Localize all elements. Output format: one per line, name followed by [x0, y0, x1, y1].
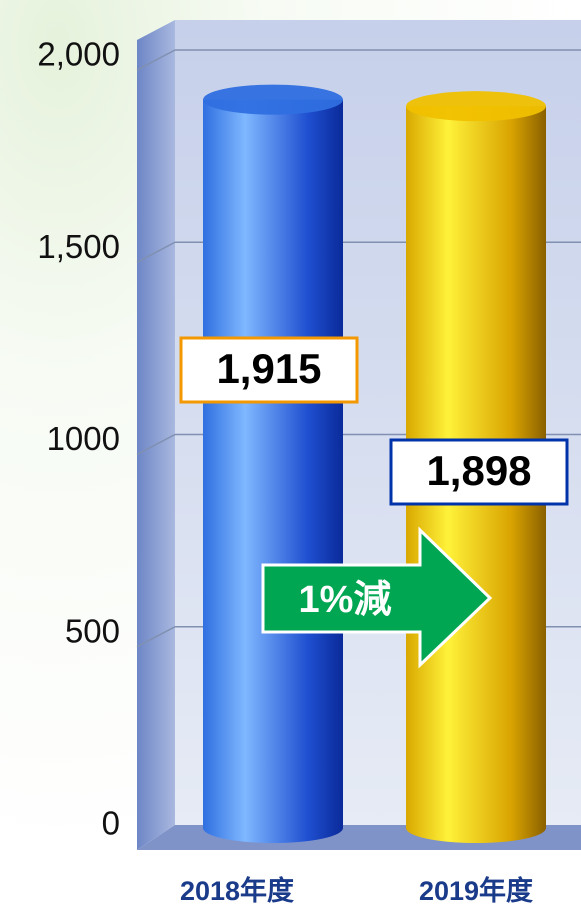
grid-line-side [136, 626, 176, 648]
y-tick-label: 0 [102, 805, 120, 842]
grid-line-side [136, 49, 176, 71]
x-tick-label: 2019年度 [419, 875, 533, 906]
side-wall [137, 20, 175, 850]
x-tick-label: 2018年度 [180, 875, 294, 906]
y-tick-label: 2,000 [37, 36, 120, 73]
value-label-box [179, 336, 359, 404]
y-tick-label: 1,500 [37, 228, 120, 265]
cylinder [203, 99, 343, 828]
y-tick-label: 1000 [47, 420, 120, 457]
arrow [261, 526, 493, 669]
value-label: 1,898 [426, 447, 531, 494]
cylinder-top [406, 91, 546, 122]
grid-line-side [136, 241, 176, 263]
y-tick-label: 500 [65, 612, 120, 649]
grid-line-side [136, 433, 176, 456]
cylinder-top [203, 84, 343, 115]
value-label: 1,915 [216, 345, 321, 392]
annotation: 1%減 [299, 579, 392, 621]
value-label-box [389, 438, 569, 506]
